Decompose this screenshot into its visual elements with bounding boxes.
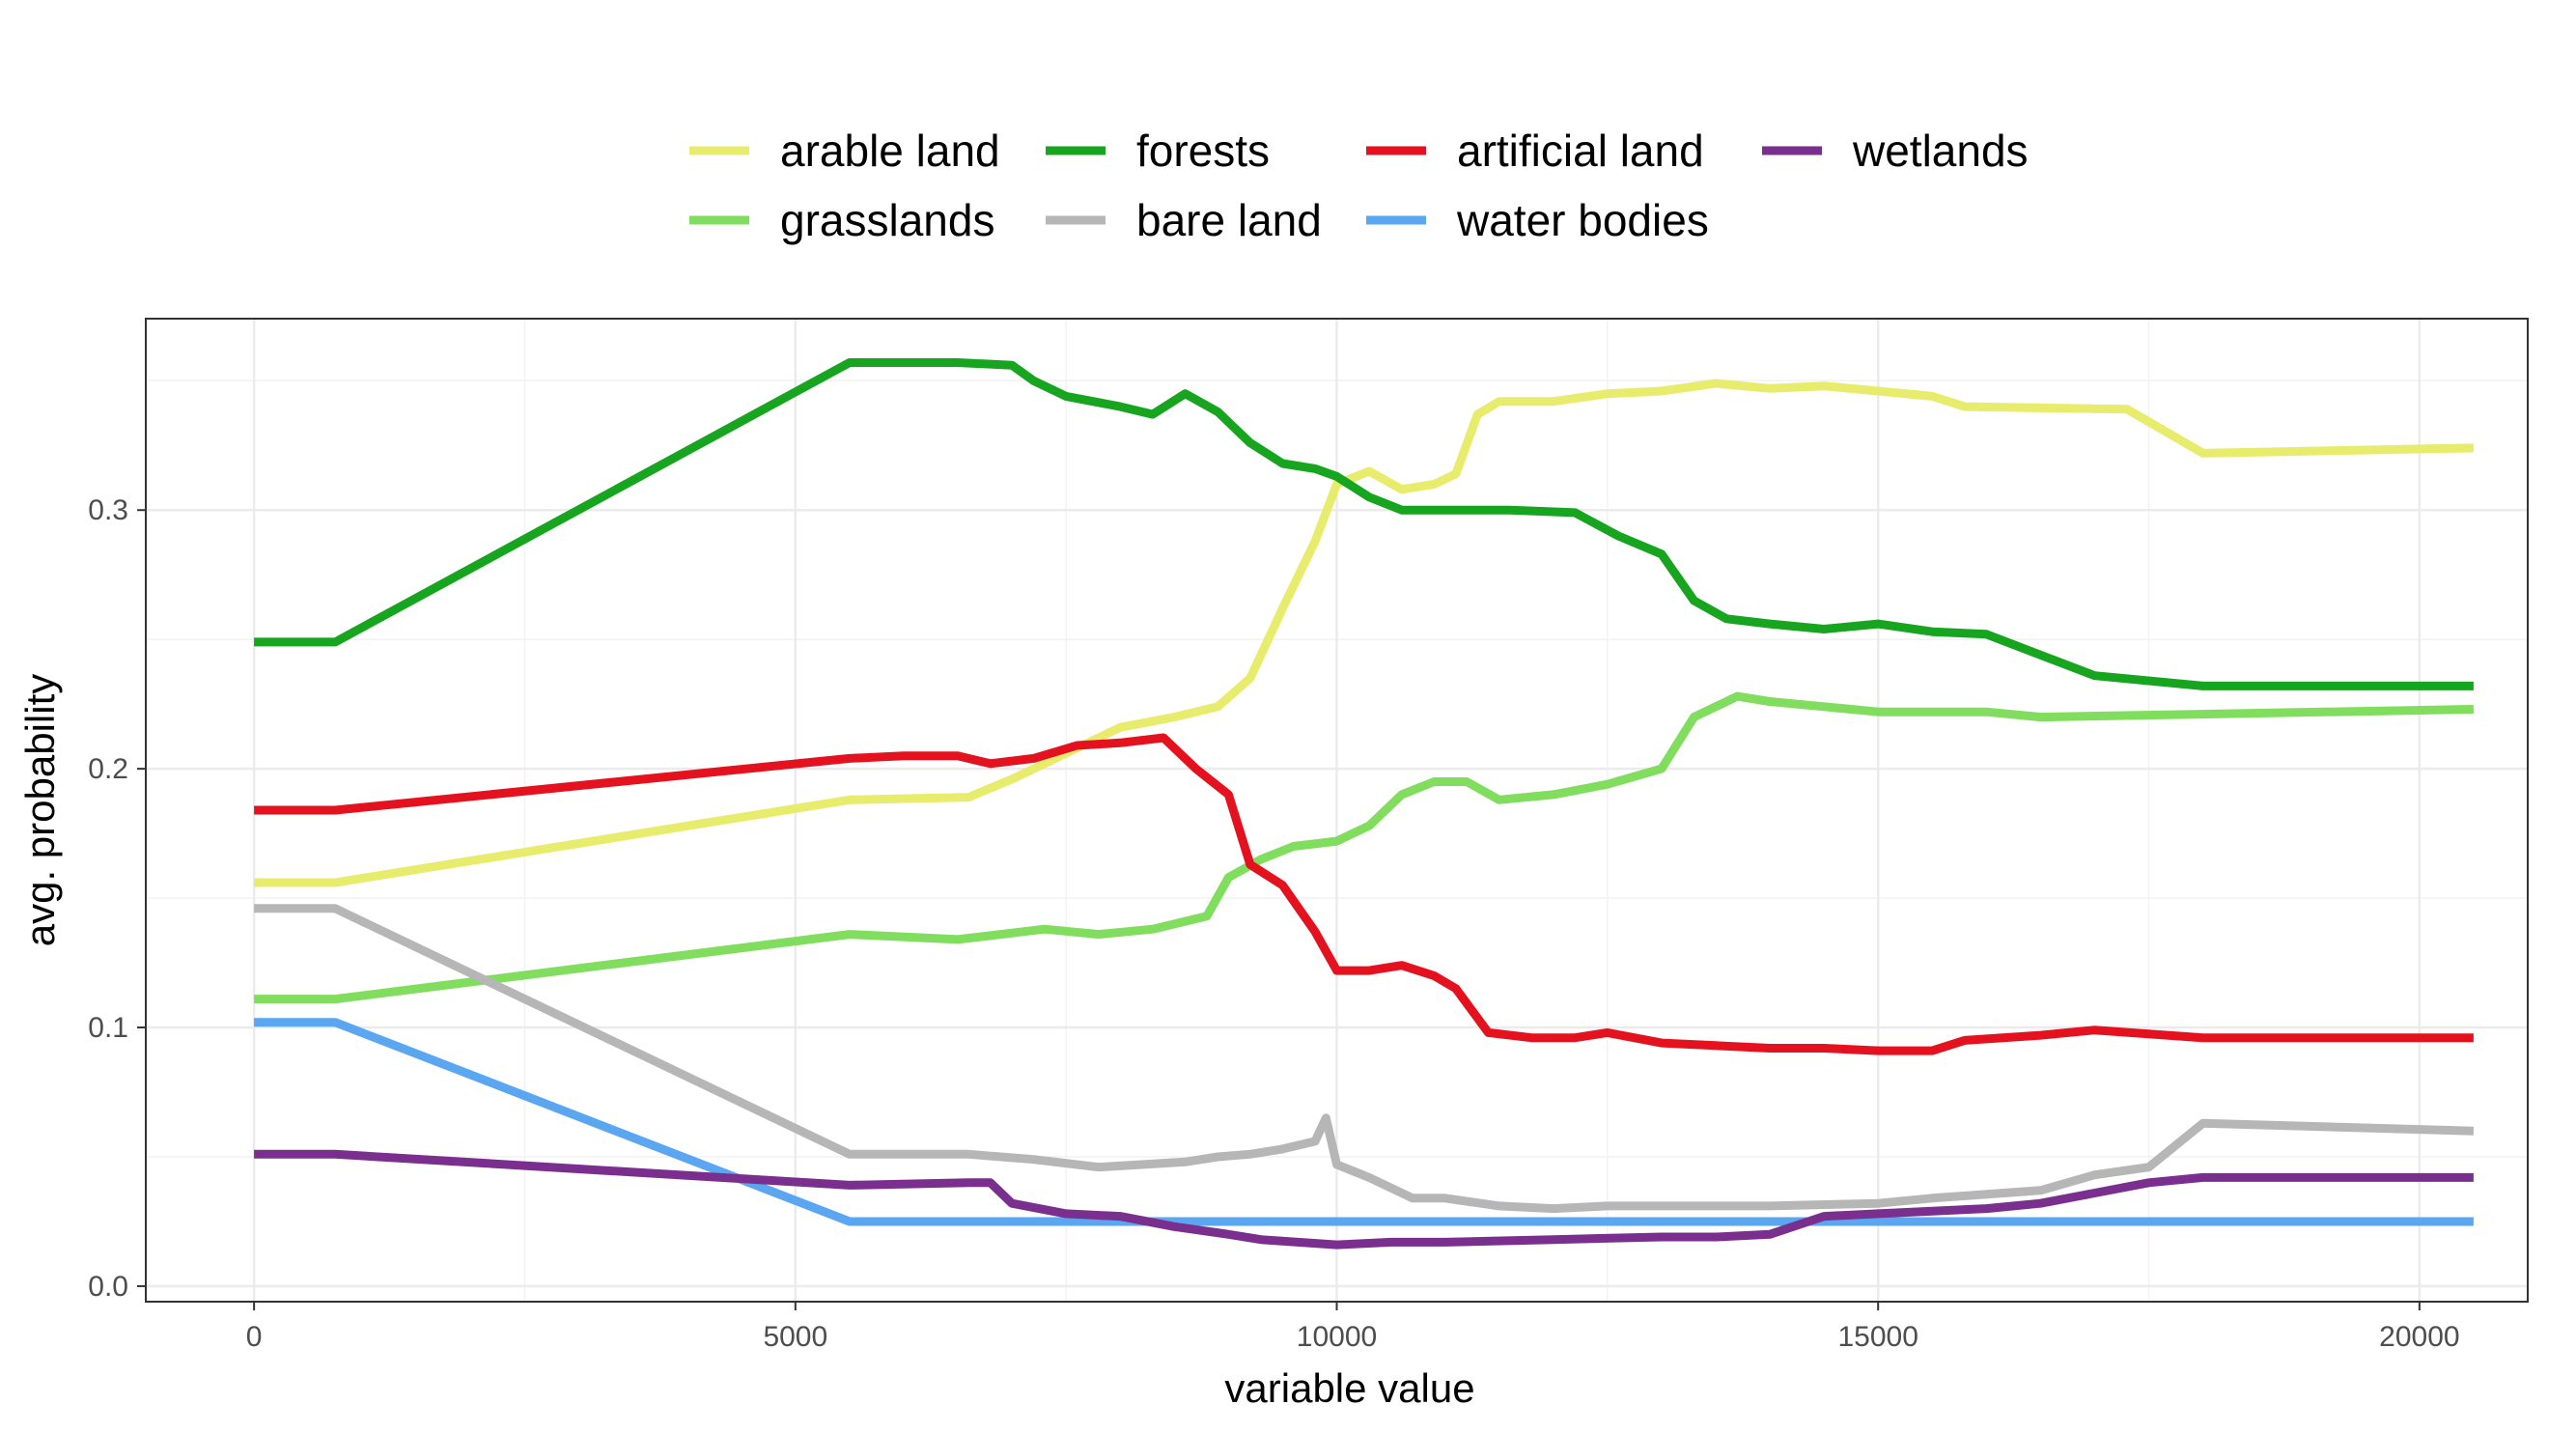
legend-label-forests: forests [1136, 126, 1270, 176]
series-line-wetlands [254, 1149, 2474, 1250]
x-axis: 0 5000 10000 15000 20000 [246, 1302, 2460, 1353]
series-line-bare-land [254, 904, 2475, 1214]
x-axis-title: variable value [1224, 1365, 1474, 1411]
series-line-grasslands [254, 691, 2474, 1004]
series-line-artificial-land [254, 733, 2474, 1055]
legend-label-water-bodies: water bodies [1456, 195, 1709, 245]
series-lines [254, 358, 2475, 1250]
y-tick-label: 0.0 [88, 1271, 128, 1303]
legend-label-grasslands: grasslands [780, 195, 994, 245]
legend: arable land grasslands forests bare land art… [689, 126, 2029, 245]
x-tick-label: 15000 [1837, 1321, 1918, 1353]
y-tick-label: 0.1 [88, 1012, 128, 1044]
x-tick-label: 0 [246, 1321, 263, 1353]
x-tick-label: 5000 [763, 1321, 827, 1353]
legend-label-arable-land: arable land [780, 126, 1000, 176]
series-line-forests [254, 358, 2474, 690]
series-line-water-bodies [254, 1018, 2474, 1226]
y-tick-label: 0.3 [88, 494, 128, 526]
y-tick-label: 0.2 [88, 753, 128, 785]
plot-panel [145, 318, 2529, 1303]
legend-label-artificial-land: artificial land [1457, 126, 1704, 176]
grid-major [146, 319, 2528, 1302]
x-tick-label: 20000 [2379, 1321, 2459, 1353]
x-tick-label: 10000 [1297, 1321, 1377, 1353]
legend-label-wetlands: wetlands [1852, 126, 2029, 176]
y-axis-title: avg. probability [17, 674, 63, 947]
y-axis: 0.0 0.1 0.2 0.3 [88, 494, 146, 1303]
legend-label-bare-land: bare land [1136, 195, 1322, 245]
series-line-arable-land [254, 379, 2474, 887]
